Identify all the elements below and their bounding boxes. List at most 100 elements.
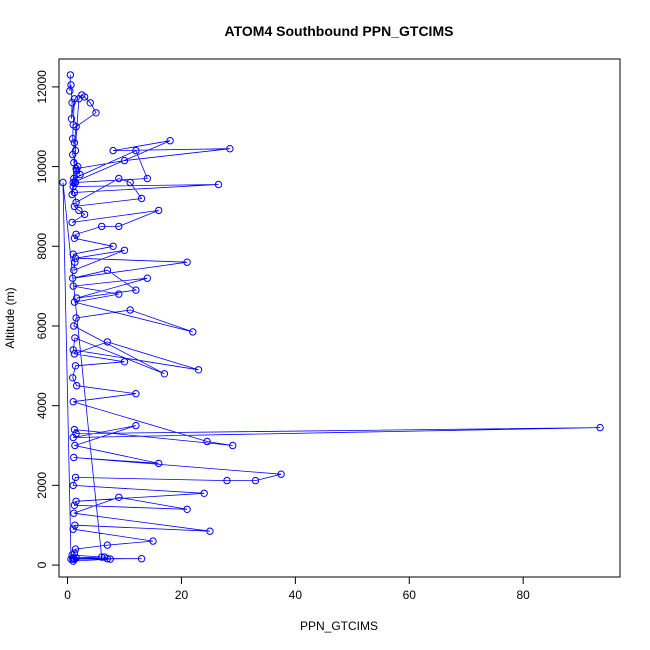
data-point xyxy=(86,99,95,107)
data-point xyxy=(183,505,191,513)
data-point xyxy=(72,497,80,505)
data-point xyxy=(66,71,75,79)
y-tick-label: 0 xyxy=(35,561,49,568)
data-point xyxy=(143,274,152,282)
data-point xyxy=(98,222,106,231)
data-point xyxy=(70,188,79,197)
data-point xyxy=(69,554,77,562)
data-point xyxy=(71,521,79,529)
series-polyline xyxy=(62,74,601,562)
data-point xyxy=(71,441,79,450)
data-point xyxy=(115,222,123,231)
data-point xyxy=(120,358,129,366)
data-point xyxy=(183,258,191,266)
x-axis-label: PPN_GTCIMS xyxy=(300,619,378,633)
data-point xyxy=(70,139,79,147)
data-point xyxy=(103,266,112,274)
data-point xyxy=(71,254,80,262)
x-tick-label: 80 xyxy=(516,588,530,602)
data-point xyxy=(137,555,146,563)
data-point xyxy=(132,286,140,294)
x-tick-label: 60 xyxy=(403,588,417,602)
data-point xyxy=(71,178,80,187)
data-point xyxy=(71,362,80,370)
y-tick-label: 4000 xyxy=(35,392,49,419)
series-points xyxy=(59,71,604,565)
data-point xyxy=(71,258,79,266)
data-point xyxy=(92,109,100,117)
data-point xyxy=(103,541,112,549)
data-point xyxy=(132,390,140,398)
data-point xyxy=(70,425,79,434)
data-point xyxy=(149,537,157,545)
data-point xyxy=(109,242,117,251)
y-tick-label: 6000 xyxy=(35,312,49,339)
data-point xyxy=(70,95,79,103)
data-point xyxy=(200,489,208,497)
y-axis-label: Altitude (m) xyxy=(3,287,17,348)
data-point xyxy=(137,194,146,203)
data-point xyxy=(69,398,77,406)
data-point xyxy=(69,481,77,490)
data-point xyxy=(70,501,79,509)
data-point xyxy=(70,174,78,183)
data-point xyxy=(72,164,80,173)
series-line xyxy=(62,74,601,562)
data-point xyxy=(115,174,123,183)
data-point xyxy=(71,334,79,342)
data-point xyxy=(71,473,80,482)
data-point xyxy=(120,156,129,165)
data-point xyxy=(67,81,75,89)
data-point xyxy=(68,190,76,199)
data-point xyxy=(106,555,115,563)
data-point xyxy=(70,298,79,306)
data-point xyxy=(596,423,604,432)
data-point xyxy=(70,202,79,211)
y-tick-label: 12000 xyxy=(35,70,49,104)
data-point xyxy=(69,433,77,442)
data-point xyxy=(68,218,76,227)
y-tick-label: 10000 xyxy=(35,150,49,184)
data-point xyxy=(277,470,285,478)
data-point xyxy=(69,150,77,159)
data-point xyxy=(126,178,134,187)
data-point xyxy=(68,99,76,107)
x-tick-label: 40 xyxy=(289,588,303,602)
data-point xyxy=(155,206,163,215)
data-point xyxy=(155,459,163,468)
y-tick-label: 8000 xyxy=(35,233,49,260)
data-point xyxy=(80,210,89,219)
data-point xyxy=(72,198,80,207)
data-point xyxy=(194,366,203,374)
data-point xyxy=(109,146,117,155)
data-point xyxy=(69,135,77,143)
data-point xyxy=(115,493,123,501)
data-point xyxy=(72,230,80,239)
data-point xyxy=(203,437,211,446)
data-point xyxy=(189,328,197,336)
data-point xyxy=(143,174,152,183)
data-point xyxy=(80,93,89,101)
data-point xyxy=(71,545,80,553)
data-point xyxy=(74,162,82,171)
data-point xyxy=(160,370,169,378)
data-point xyxy=(223,476,231,485)
data-point xyxy=(120,246,129,255)
data-point xyxy=(69,282,77,290)
data-point xyxy=(73,382,81,390)
data-point xyxy=(126,306,134,314)
data-point xyxy=(69,525,77,533)
data-point xyxy=(59,178,67,187)
data-point xyxy=(72,123,80,131)
data-point xyxy=(73,294,81,302)
data-point xyxy=(70,350,79,358)
data-point xyxy=(75,206,83,215)
data-point xyxy=(69,178,77,187)
data-point xyxy=(70,453,78,462)
data-point xyxy=(103,338,112,346)
data-point xyxy=(70,322,78,330)
data-point xyxy=(206,527,214,535)
x-tick-label: 0 xyxy=(64,588,71,602)
